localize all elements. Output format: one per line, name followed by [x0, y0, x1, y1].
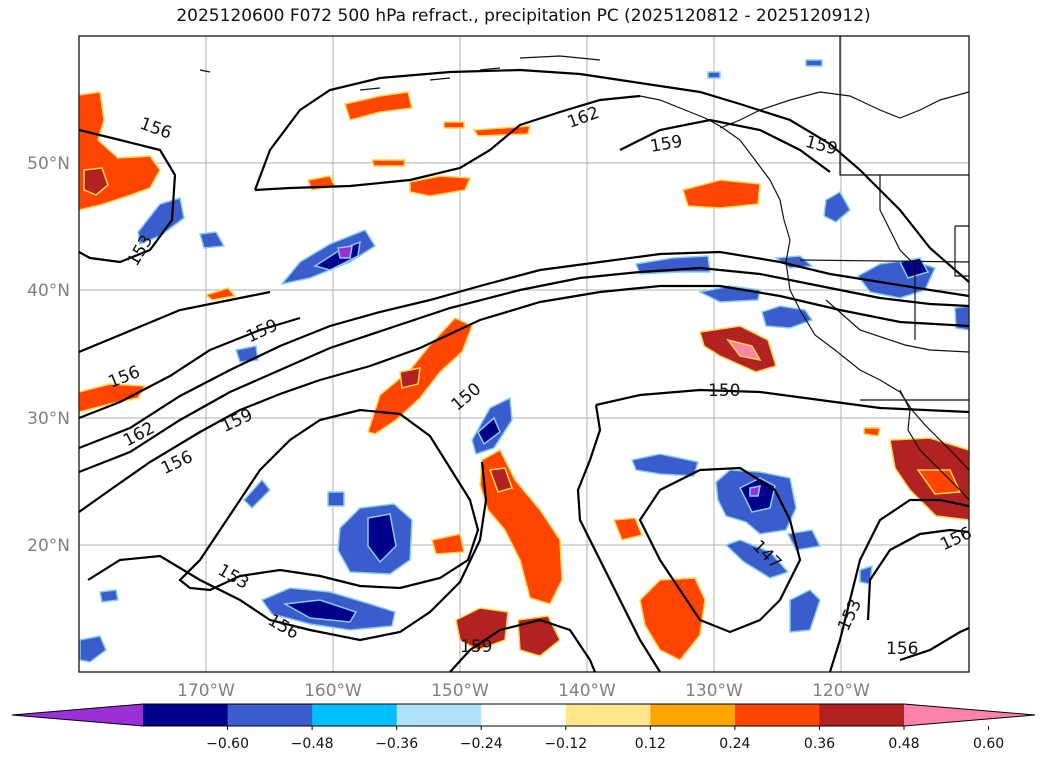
lon-label: 120°W — [812, 681, 870, 701]
contour-label: 156 — [886, 639, 918, 659]
lon-label: 130°W — [685, 681, 743, 701]
colorbar-segment — [481, 704, 567, 726]
lat-label: 50°N — [27, 154, 70, 174]
colorbar-segment — [819, 704, 905, 726]
colorbar-tick-label: 0.60 — [973, 736, 1004, 752]
lat-label: 40°N — [27, 281, 70, 301]
colorbar-extension-low — [12, 704, 143, 726]
colorbar-tick-label: −0.60 — [206, 736, 249, 752]
latitude-labels: 50°N 40°N 30°N 20°N — [27, 154, 70, 556]
colorbar-segment — [396, 704, 482, 726]
lon-label: 170°W — [177, 681, 235, 701]
colorbar-extension-high — [904, 704, 1035, 726]
colorbar-tick-label: 0.12 — [635, 736, 666, 752]
colorbar-segment — [734, 704, 820, 726]
colorbar-segment — [143, 704, 229, 726]
colorbar-tick-label: −0.36 — [375, 736, 418, 752]
colorbar-segment — [312, 704, 398, 726]
lon-label: 150°W — [431, 681, 489, 701]
colorbar-outline — [11, 703, 1036, 727]
map-border — [78, 35, 970, 673]
lat-label: 20°N — [27, 536, 70, 556]
lon-label: 140°W — [558, 681, 616, 701]
colorbar-tick-label: −0.12 — [544, 736, 587, 752]
colorbar-segment — [650, 704, 736, 726]
lat-label: 30°N — [27, 409, 70, 429]
colorbar-tick-label: 0.48 — [888, 736, 919, 752]
colorbar: −0.60 −0.48 −0.36 −0.24 −0.12 0.12 0.24 0.36 0.4… — [11, 703, 1036, 752]
colorbar-segment — [565, 704, 651, 726]
contour-label: 150 — [708, 381, 740, 401]
contour-label: 159 — [460, 637, 492, 657]
longitude-labels: 170°W 160°W 150°W 140°W 130°W 120°W — [177, 681, 870, 701]
colorbar-tick-label: 0.24 — [719, 736, 750, 752]
precip-negative-areas — [79, 59, 969, 663]
contours — [79, 68, 969, 672]
coastlines — [199, 36, 969, 501]
colorbar-tick-label: −0.48 — [291, 736, 334, 752]
colorbar-tick-label: 0.36 — [804, 736, 835, 752]
precip-positive-areas — [79, 91, 969, 661]
chart-title: 2025120600 F072 500 hPa refract., precip… — [176, 6, 871, 26]
colorbar-segment — [227, 704, 313, 726]
colorbar-tick-label: −0.24 — [460, 736, 503, 752]
lon-label: 160°W — [304, 681, 362, 701]
